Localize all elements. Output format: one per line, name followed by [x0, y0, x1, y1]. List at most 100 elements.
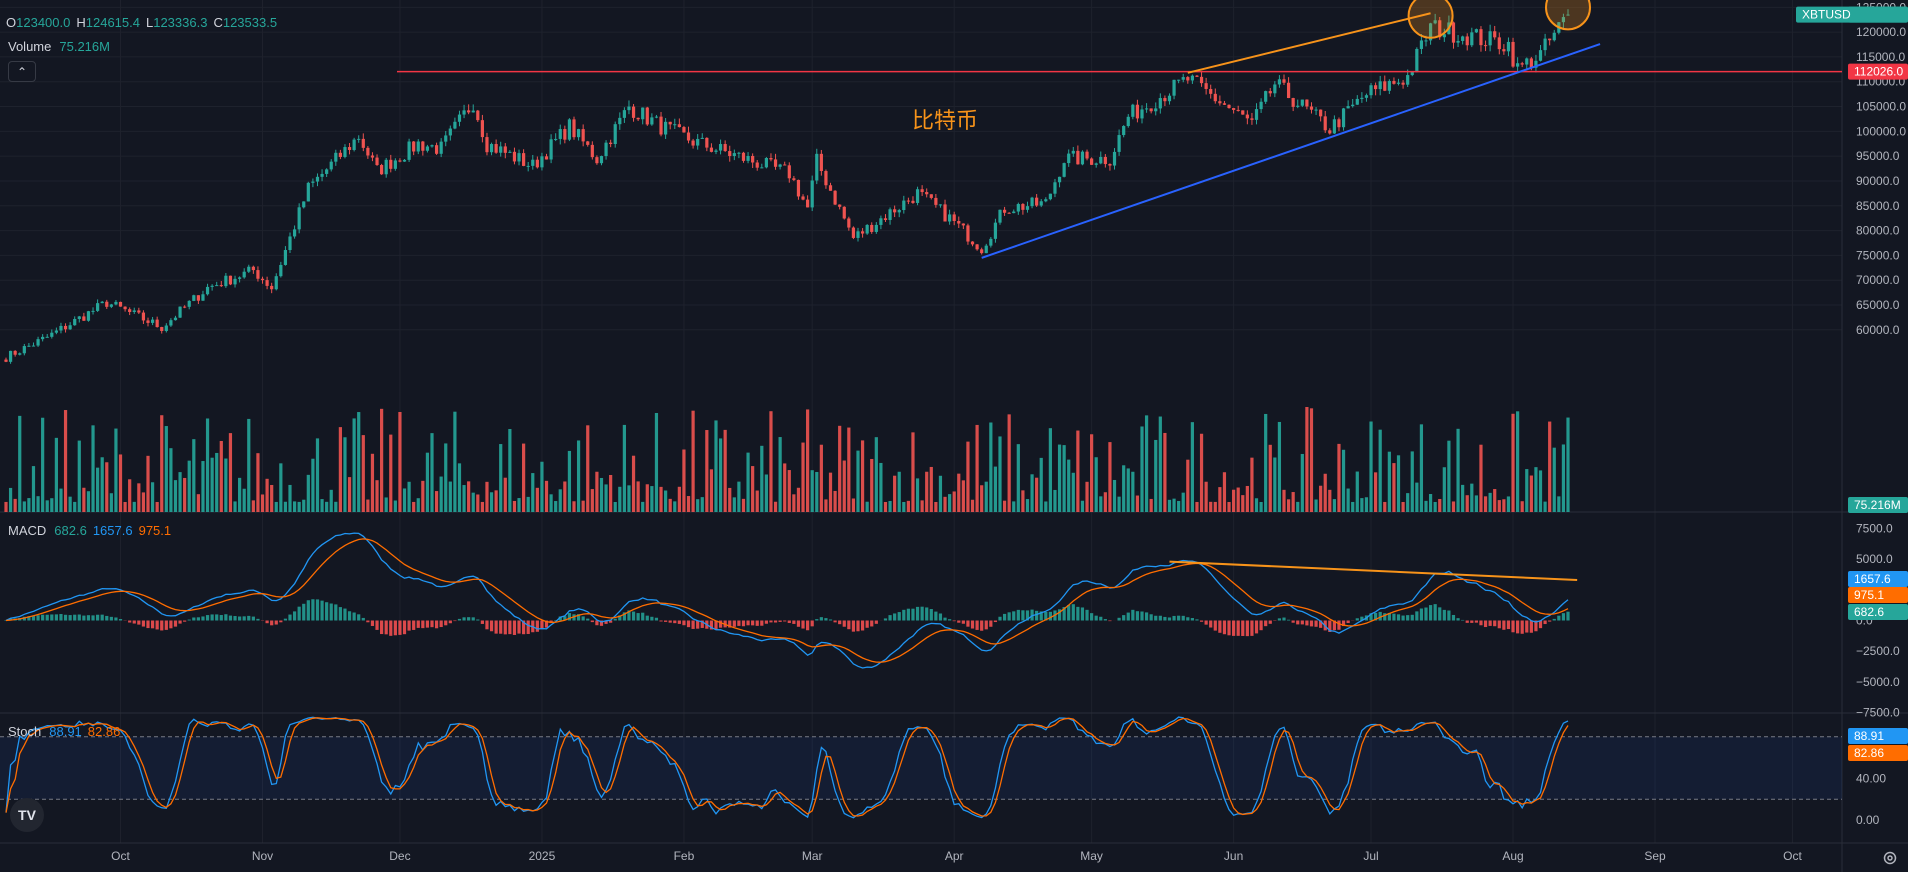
macd-tick-label: −7500.0: [1856, 706, 1900, 720]
macd-histogram-bar: [1319, 620, 1323, 628]
candle-body: [1108, 164, 1112, 166]
volume-legend[interactable]: Volume 75.216M: [8, 39, 110, 54]
volume-bar: [801, 442, 805, 512]
macd-histogram-bar: [210, 614, 214, 621]
candle: [1383, 75, 1387, 92]
macd-legend[interactable]: MACD 682.6 1657.6 975.1: [8, 523, 171, 538]
volume-bar: [622, 424, 626, 512]
macd-histogram-bar: [906, 608, 910, 621]
macd-histogram-bar: [1062, 607, 1066, 621]
high-label: H: [76, 15, 86, 30]
candle-body: [416, 141, 420, 152]
candle: [457, 110, 462, 127]
candle-body: [1177, 79, 1181, 81]
volume-bar: [1538, 470, 1543, 512]
macd-histogram-bar: [1483, 620, 1488, 628]
price-axes[interactable]: 135000.0130000.0125000.0120000.0115000.0…: [1796, 0, 1908, 827]
candle: [137, 307, 141, 315]
macd-histogram-bar: [1259, 620, 1263, 631]
candle-body: [494, 144, 498, 153]
collapse-legend-button[interactable]: ⌃: [8, 61, 36, 82]
candle-body: [1195, 75, 1199, 77]
candle-body: [1538, 50, 1543, 61]
gear-icon[interactable]: [1882, 850, 1898, 866]
candle: [787, 162, 791, 183]
volume-bar: [425, 452, 430, 512]
macd-histogram-bar: [215, 614, 219, 621]
candle: [1396, 78, 1401, 86]
stoch-band: [0, 736, 1842, 800]
candle-body: [421, 141, 425, 151]
macd-histogram-bar: [925, 607, 929, 621]
stoch-legend[interactable]: Stoch 88.91 82.86: [8, 724, 120, 739]
candle: [22, 343, 26, 356]
candle: [806, 195, 810, 208]
macd-histogram-bar: [50, 614, 54, 621]
macd-histogram-bar: [251, 616, 255, 621]
candle-body: [773, 159, 778, 167]
candle-body: [746, 156, 750, 161]
candle: [1493, 25, 1497, 40]
candle-body: [27, 345, 31, 347]
volume-bar: [1428, 494, 1433, 512]
candle-body: [728, 151, 732, 157]
annotation-text[interactable]: 比特币: [912, 108, 978, 133]
candle: [361, 133, 365, 152]
candle-body: [1323, 116, 1327, 131]
candle: [915, 186, 920, 206]
drawings[interactable]: [397, 0, 1842, 259]
time-axis[interactable]: Oct Nov Dec 2025 Feb Mar Apr May Jun Jul Aug Sep Oct: [111, 849, 1802, 863]
volume-bar: [1232, 489, 1236, 512]
volume-bar: [485, 481, 489, 512]
candle: [1195, 75, 1199, 78]
candle: [1232, 107, 1236, 114]
volume-bar: [1163, 432, 1167, 512]
volume-bar: [970, 499, 975, 512]
volume-bar: [1497, 500, 1501, 512]
volume-bar: [1186, 459, 1190, 512]
macd-histogram-bar: [430, 620, 434, 628]
stoch-label: Stoch: [8, 724, 42, 739]
macd-histogram-bar: [1126, 612, 1130, 621]
macd-histogram-bar: [1149, 614, 1153, 621]
candle-body: [1433, 20, 1437, 24]
volume-bar: [1309, 408, 1314, 512]
candle: [219, 281, 223, 287]
macd-histogram-bar: [1195, 619, 1199, 621]
candle-body: [686, 132, 691, 141]
volume-bar: [4, 501, 8, 512]
candle-body: [1277, 79, 1282, 85]
volume-bar: [1543, 501, 1547, 512]
candle: [315, 173, 320, 187]
volume-bar: [467, 481, 471, 512]
candle-body: [302, 201, 306, 208]
candle: [425, 144, 430, 153]
macd-histogram-bar: [778, 620, 782, 622]
candle-body: [315, 176, 320, 182]
candle-body: [1548, 38, 1552, 41]
volume-bar: [686, 496, 691, 512]
macd-histogram-bar: [467, 617, 471, 621]
candle: [233, 275, 237, 288]
candle-body: [1149, 108, 1153, 112]
macd-histogram-bar: [517, 620, 521, 634]
candle-body: [86, 311, 91, 321]
tradingview-logo-icon[interactable]: TV: [10, 798, 44, 832]
macd-histogram-bar: [1268, 620, 1272, 624]
candles[interactable]: [4, 9, 1570, 364]
macd-histogram-bar: [801, 620, 805, 629]
candle-body: [1309, 106, 1314, 110]
candle: [851, 226, 856, 240]
macd-histogram-bar: [746, 620, 750, 626]
candle: [421, 140, 425, 156]
candle-body: [1268, 91, 1272, 94]
candle-body: [796, 179, 801, 197]
macd-histogram-bar: [856, 620, 860, 632]
candle: [118, 301, 123, 307]
candle-body: [457, 114, 462, 122]
candle-body: [1479, 29, 1483, 46]
candle-body: [700, 137, 704, 139]
macd-histogram-bar: [224, 614, 228, 621]
macd-histogram-bar: [888, 615, 892, 621]
